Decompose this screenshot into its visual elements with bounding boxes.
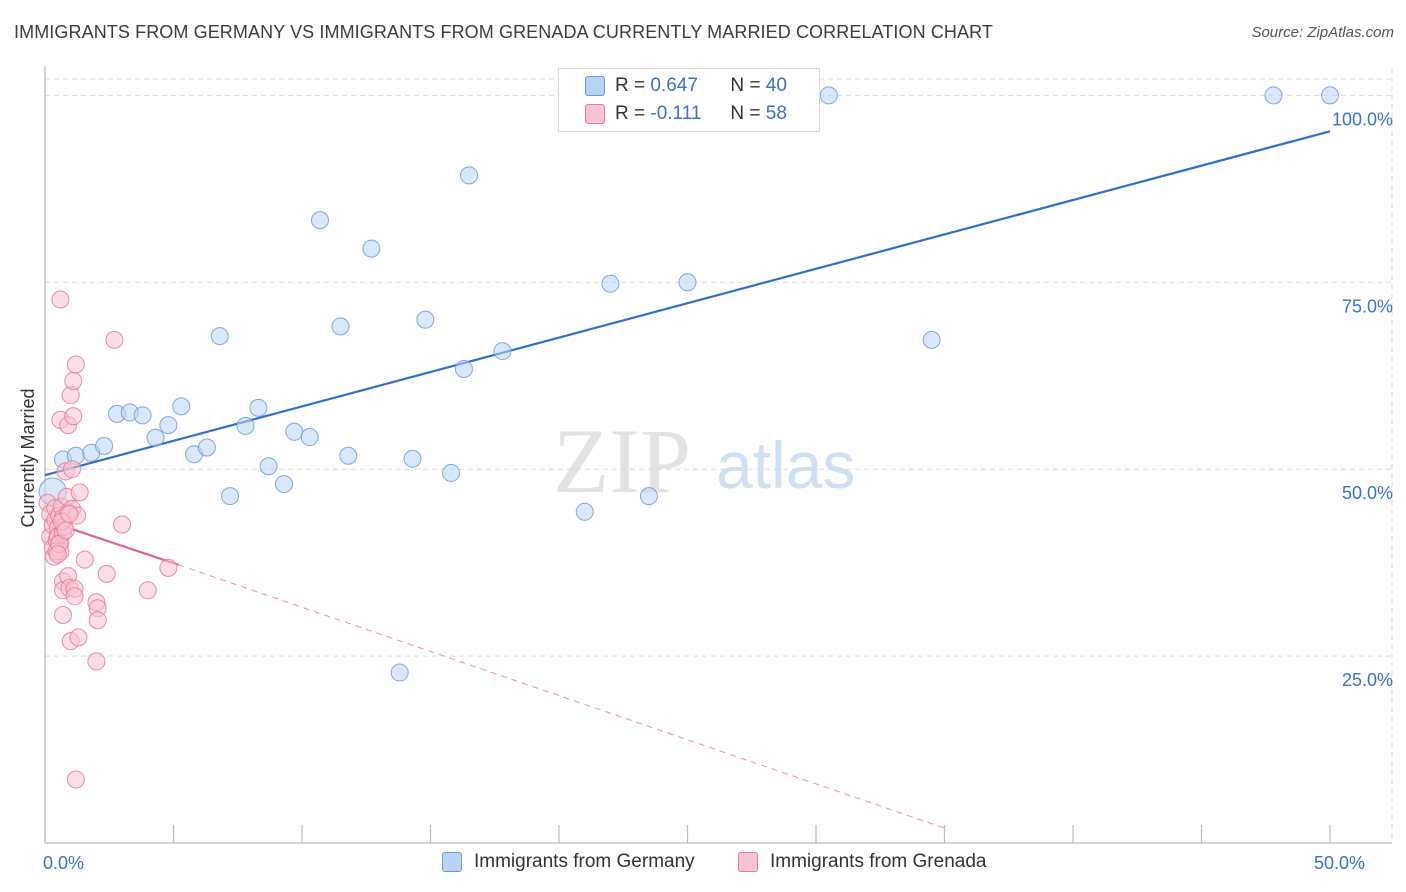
chart-title: IMMIGRANTS FROM GERMANY VS IMMIGRANTS FR… — [14, 22, 994, 42]
germany-point — [133, 406, 152, 425]
grenada-point — [65, 587, 84, 606]
grenada-point — [66, 355, 85, 374]
germany-point — [285, 422, 304, 441]
bottom-legend-grenada: Immigrants from Grenada — [738, 851, 986, 873]
grenada-point — [113, 515, 132, 534]
germany-swatch — [442, 852, 462, 872]
correlation-legend: R = 0.647 N = 40 R = -0.111 N = 58 — [558, 68, 820, 132]
germany-point — [403, 449, 422, 468]
germany-point — [454, 360, 473, 379]
legend-row-germany: R = 0.647 N = 40 — [585, 73, 787, 99]
germany-point — [493, 342, 512, 361]
germany-point — [416, 310, 435, 329]
germany-point — [678, 273, 697, 292]
germany-point — [172, 397, 191, 416]
y-tick-label: 25.0% — [1342, 670, 1393, 690]
germany-point — [1321, 86, 1339, 105]
grenada-point — [138, 581, 157, 600]
germany-point — [442, 463, 461, 482]
grenada-point — [88, 611, 107, 630]
data-points — [38, 86, 1339, 789]
germany-point — [922, 330, 941, 349]
grenada-point — [53, 605, 72, 624]
x-tick-label: 0.0% — [43, 853, 84, 873]
germany-point — [575, 502, 594, 521]
germany-point — [362, 239, 381, 258]
grenada-point — [159, 558, 178, 577]
germany-point — [95, 437, 114, 456]
x-tick-label: 50.0% — [1314, 853, 1365, 873]
bottom-legend-label: Immigrants from Germany — [474, 851, 695, 872]
germany-point — [300, 428, 319, 447]
legend-n-value: 58 — [765, 103, 787, 124]
grenada-point — [70, 483, 89, 502]
source-note: Source: ZipAtlas.com — [1251, 24, 1394, 41]
germany-point — [259, 457, 278, 476]
grenada-point — [51, 290, 70, 309]
tick-labels: 25.0% 50.0% 75.0% 100.0% 0.0% 50.0% — [43, 109, 1393, 873]
grenada-point — [48, 545, 67, 564]
germany-point — [197, 438, 216, 457]
legend-n-value: 40 — [765, 75, 787, 96]
axes — [44, 66, 1392, 844]
germany-point — [339, 446, 358, 465]
legend-n-label: N = — [730, 103, 766, 124]
gridlines — [45, 68, 1393, 843]
germany-point — [1264, 86, 1283, 105]
watermark-atlas: atlas — [716, 428, 855, 502]
germany-point — [601, 274, 620, 293]
germany-point — [221, 487, 240, 506]
grenada-point — [66, 770, 85, 789]
germany-point — [390, 663, 409, 682]
germany-point — [236, 416, 255, 435]
legend-r-value: 0.647 — [650, 75, 698, 96]
germany-point — [249, 398, 268, 417]
germany-point — [331, 317, 350, 336]
germany-point — [275, 475, 294, 494]
germany-point — [819, 86, 838, 105]
bottom-legend-germany: Immigrants from Germany — [442, 851, 695, 873]
germany-point — [460, 166, 479, 185]
germany-trend-line — [44, 130, 1331, 477]
legend-r-value: -0.111 — [650, 103, 702, 124]
y-tick-label: 100.0% — [1332, 109, 1393, 129]
grenada-point — [87, 652, 106, 671]
germany-swatch — [585, 76, 605, 96]
germany-point — [310, 211, 329, 230]
germany-point — [159, 416, 178, 435]
watermark-zip: ZIP — [553, 410, 691, 512]
y-tick-label: 75.0% — [1342, 296, 1393, 316]
legend-row-grenada: R = -0.111 N = 58 — [585, 101, 787, 127]
germany-point — [210, 327, 229, 346]
germany-point — [146, 428, 165, 447]
grenada-swatch — [585, 104, 605, 124]
grenada-point — [64, 407, 83, 426]
grenada-trend-extension — [178, 564, 945, 829]
bottom-legend-label: Immigrants from Grenada — [770, 851, 987, 872]
legend-r-label: R = — [615, 75, 651, 96]
grenada-point — [69, 628, 88, 647]
germany-point — [639, 487, 658, 506]
grenada-point — [62, 460, 81, 479]
grenada-point — [56, 521, 75, 540]
y-axis-title: Currently Married — [18, 388, 38, 527]
grenada-point — [60, 505, 79, 524]
grenada-point — [105, 330, 124, 349]
grenada-point — [75, 550, 94, 569]
grenada-point — [64, 371, 83, 390]
y-tick-label: 50.0% — [1342, 483, 1393, 503]
grenada-swatch — [738, 852, 758, 872]
legend-r-label: R = — [615, 103, 651, 124]
legend-n-label: N = — [730, 75, 766, 96]
grenada-point — [97, 564, 116, 583]
